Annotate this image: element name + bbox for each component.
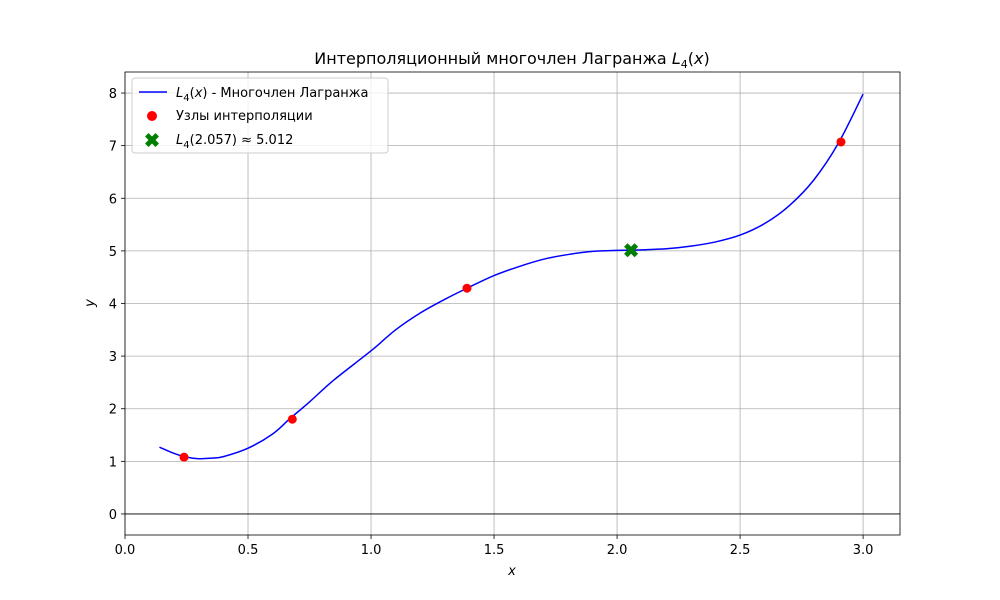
y-tick-label: 3 [109, 350, 117, 365]
y-axis-label: y [83, 299, 98, 308]
y-tick-label: 4 [109, 298, 117, 313]
chart-title: Интерполяционный многочлен Лагранжа L4(x… [314, 49, 709, 71]
x-tick-label: 1.0 [361, 543, 382, 558]
x-axis-label: x [507, 564, 516, 579]
chart-title-main: Интерполяционный многочлен Лагранжа [314, 49, 666, 68]
legend-swatch-nodes [147, 111, 157, 121]
interpolation-node-point [462, 283, 472, 293]
y-tick-label: 7 [109, 140, 117, 155]
plot-area [159, 93, 864, 462]
y-tick-label: 1 [109, 455, 117, 470]
x-tick-label: 2.5 [730, 543, 751, 558]
legend: L4(x) - Многочлен Лагранжа Узлы интерпол… [131, 77, 389, 154]
x-tick-label: 0.5 [238, 543, 259, 558]
y-tick-label: 6 [109, 192, 117, 207]
legend-box [131, 77, 389, 154]
y-tick-label: 5 [109, 245, 117, 260]
legend-swatch-evaluated-point [145, 133, 159, 147]
x-tick-label: 0.0 [115, 543, 136, 558]
x-tick-label: 1.5 [484, 543, 505, 558]
interpolation-node-point [179, 452, 189, 462]
lagrange-polynomial-curve [159, 93, 864, 460]
evaluated-point-marker [624, 243, 639, 258]
y-tick-label: 0 [109, 508, 117, 523]
y-tick-label: 2 [109, 403, 117, 418]
legend-label-evaluated-point: L4(2.057) ≈ 5.012 [176, 133, 293, 151]
x-tick-label: 2.0 [607, 543, 628, 558]
legend-label-polynomial: L4(x) - Многочлен Лагранжа [176, 86, 368, 104]
interpolation-node-point [287, 414, 297, 424]
y-tick-label: 8 [109, 87, 117, 102]
legend-label-nodes: Узлы интерполяции [176, 109, 313, 124]
x-tick-label: 3.0 [853, 543, 874, 558]
grid [124, 72, 900, 535]
axis-ticks: 0.0 0.5 1.0 1.5 2.0 2.5 3.0 0 1 2 3 4 5 6 7 8 [109, 87, 874, 558]
axes-frame [124, 71, 901, 536]
interpolation-node-point [836, 137, 846, 147]
